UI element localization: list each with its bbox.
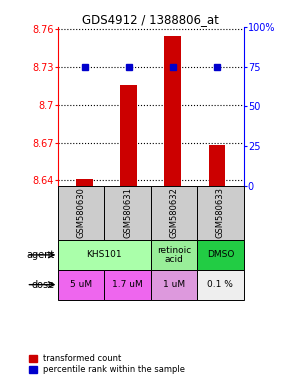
Text: dose: dose [31,280,54,290]
Bar [151,185,197,240]
Bar [197,240,244,270]
Bar [58,270,104,300]
Text: 5 uM: 5 uM [70,280,92,289]
Bar [58,185,104,240]
Bar [197,185,244,240]
Text: GSM580631: GSM580631 [123,187,132,238]
Bar [209,145,226,185]
Text: retinoic
acid: retinoic acid [157,245,191,264]
Bar [76,179,93,185]
Text: GSM580630: GSM580630 [77,187,86,238]
Title: GDS4912 / 1388806_at: GDS4912 / 1388806_at [82,13,219,26]
Bar [58,240,151,270]
Text: agent: agent [26,250,54,260]
Bar [120,85,137,185]
Bar [151,270,197,300]
Bar [197,270,244,300]
Bar [104,270,151,300]
Bar [164,36,181,185]
Legend: transformed count, percentile rank within the sample: transformed count, percentile rank withi… [27,353,187,376]
Bar [151,240,197,270]
Text: 1.7 uM: 1.7 uM [112,280,143,289]
Text: KHS101: KHS101 [87,250,122,260]
Text: DMSO: DMSO [207,250,234,260]
Text: 1 uM: 1 uM [163,280,185,289]
Bar [104,185,151,240]
Text: GSM580633: GSM580633 [216,187,225,238]
Text: GSM580632: GSM580632 [169,187,179,238]
Text: 0.1 %: 0.1 % [207,280,233,289]
